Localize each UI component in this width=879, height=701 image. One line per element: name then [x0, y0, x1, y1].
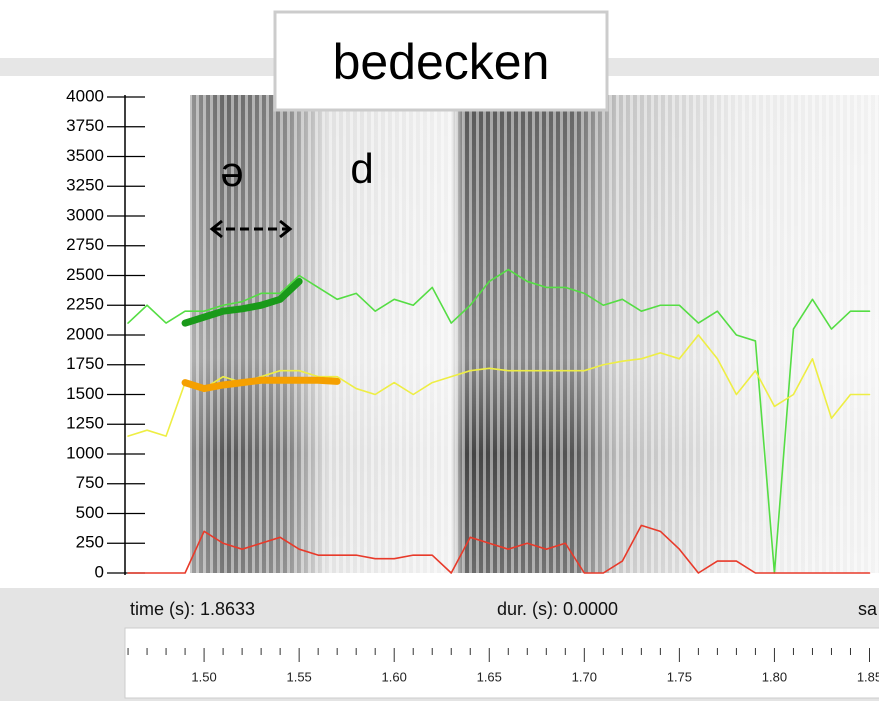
status-sa: sa	[858, 599, 878, 619]
y-tick-label: 2250	[66, 295, 104, 314]
formant-line	[181, 376, 341, 393]
x-tick-label: 1.65	[477, 669, 502, 684]
x-tick-label: 1.70	[572, 669, 597, 684]
arrow	[209, 219, 293, 239]
title-box	[273, 10, 609, 112]
y-tick-label: 0	[95, 562, 104, 581]
x-tick-label: 1.85	[857, 669, 879, 684]
y-tick-label: 1750	[66, 354, 104, 373]
y-tick-label: 3750	[66, 116, 104, 135]
y-tick-label: 3500	[66, 146, 104, 165]
x-tick-label: 1.50	[191, 669, 216, 684]
time-ruler	[124, 627, 879, 699]
x-tick-label: 1.55	[286, 669, 311, 684]
x-tick-label: 1.75	[667, 669, 692, 684]
x-tick-label: 1.80	[762, 669, 787, 684]
y-tick-label: 1500	[66, 384, 104, 403]
y-tick-label: 2750	[66, 235, 104, 254]
y-tick-label: 2000	[66, 324, 104, 343]
y-tick-label: 500	[76, 503, 104, 522]
formant-line	[181, 277, 303, 327]
formant-line	[127, 524, 871, 574]
x-tick-label: 1.60	[382, 669, 407, 684]
status-time: time (s): 1.8633	[130, 599, 255, 619]
y-tick-label: 250	[76, 533, 104, 552]
spectrogram-shade	[190, 95, 879, 573]
formant-line	[127, 268, 871, 574]
annotation: d	[350, 145, 373, 192]
y-tick-label: 1250	[66, 414, 104, 433]
y-tick-label: 750	[76, 473, 104, 492]
plot: 0 250 500 750 1000 1250 1500 1750 2000 2250 2500 27…	[66, 86, 871, 581]
annotation: ə	[220, 148, 243, 195]
y-tick-label: 1000	[66, 443, 104, 462]
y-tick-label: 3250	[66, 176, 104, 195]
y-tick-label: 4000	[66, 86, 104, 105]
title: bedecken	[333, 34, 550, 90]
status-dur: dur. (s): 0.0000	[497, 599, 618, 619]
y-tick-label: 2500	[66, 265, 104, 284]
ruler: 1.50 1.55 1.60 1.65 1.70 1.75 1.80 1.85	[127, 648, 879, 684]
y-tick-label: 3000	[66, 205, 104, 224]
